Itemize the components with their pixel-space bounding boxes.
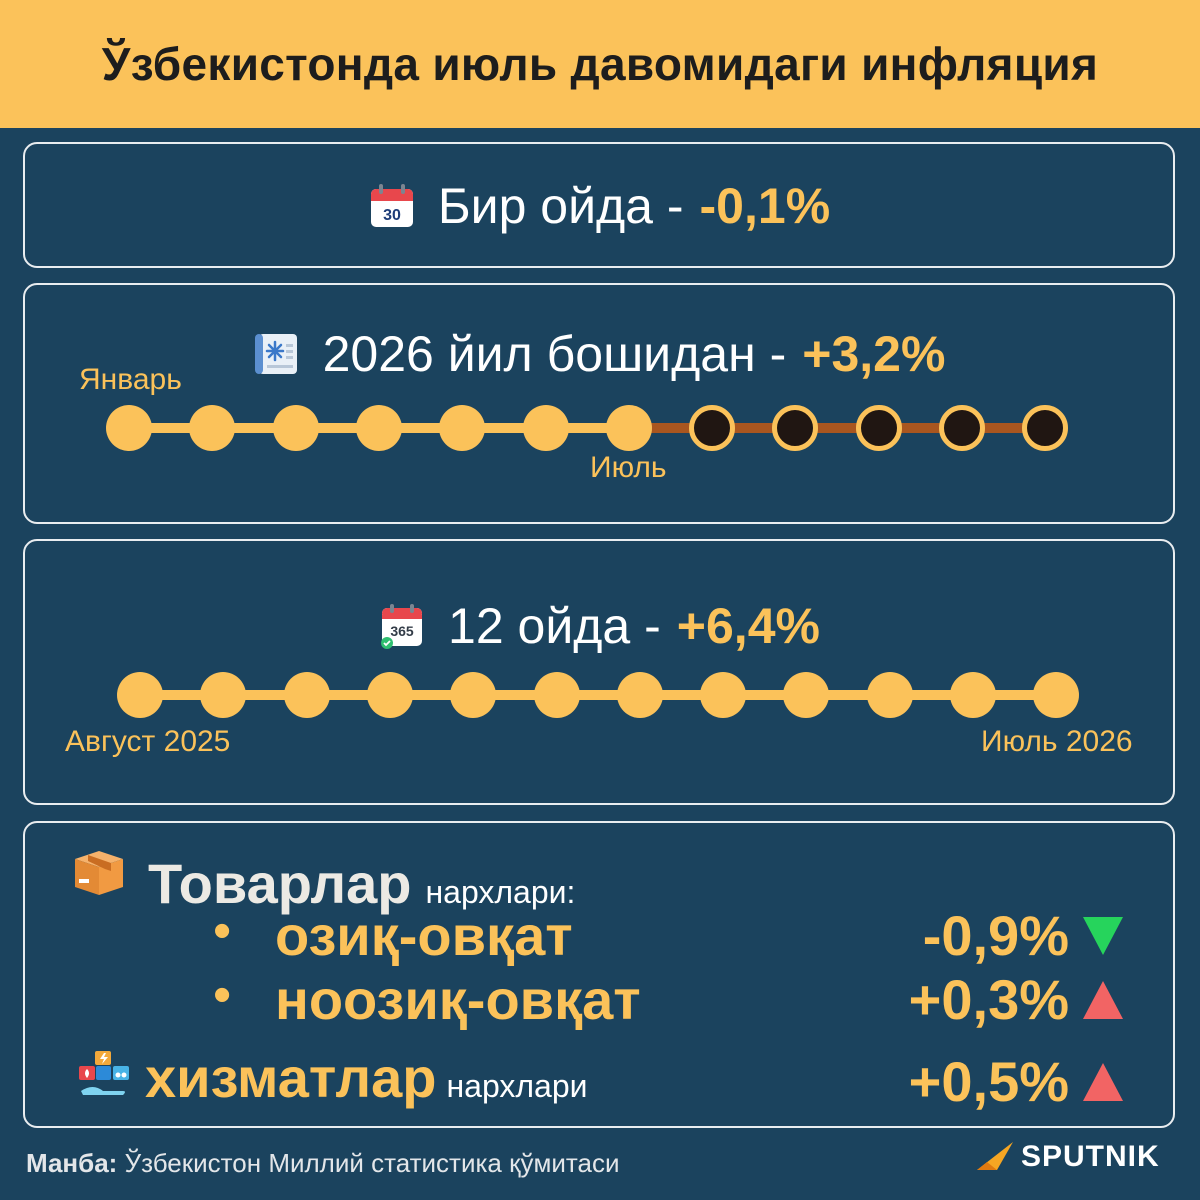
yoy-track-segment — [889, 690, 973, 700]
yoy-month-dot — [783, 672, 830, 718]
annual-inflation-panel: 365 12 ойда - +6,4% Август 2025 Июль 202… — [23, 539, 1175, 805]
ytd-month-dot — [522, 405, 569, 451]
yoy-month-dot — [616, 672, 663, 718]
monthly-inflation-label: Бир ойда - — [437, 178, 684, 234]
calendar-snowflake-icon — [254, 334, 297, 374]
ytd-month-dot — [272, 405, 319, 451]
services-row: +0,5% — [25, 1045, 1173, 1115]
ytd-track-segment — [962, 423, 1046, 433]
source-footer: Манба: Ўзбекистон Миллий статистика қўми… — [26, 1148, 620, 1179]
yoy-month-dot — [950, 672, 996, 718]
ytd-month-dot — [189, 405, 236, 451]
goods-heading: Товарлар нархлари: — [148, 851, 575, 916]
yoy-month-dot — [117, 672, 163, 718]
triangle-up-icon — [1083, 981, 1123, 1019]
ytd-month-dot — [439, 405, 486, 451]
yoy-track-segment — [639, 690, 724, 700]
services-heading: хизматлар нархлари — [145, 1045, 588, 1110]
box-icon — [75, 851, 123, 895]
ytd-track-segment — [212, 423, 296, 433]
ytd-track-segment — [878, 423, 962, 433]
svg-text:30: 30 — [383, 207, 401, 224]
goods-item-name: озиқ-овқат — [275, 904, 573, 967]
ytd-track-segment — [545, 423, 629, 433]
ytd-inflation-line: 2026 йил бошидан - +3,2% — [25, 325, 1173, 383]
goods-suffix: нархлари: — [425, 874, 576, 910]
yoy-track-segment — [223, 690, 307, 700]
ytd-track-segment — [295, 423, 379, 433]
services-title: хизматлар — [145, 1046, 437, 1109]
yoy-month-dot — [450, 672, 497, 718]
brand-name: SPUTNIK — [1021, 1140, 1160, 1173]
annual-inflation-line: 365 12 ойда - +6,4% — [25, 597, 1173, 655]
sputnik-logo: SPUTNIK — [975, 1140, 1160, 1174]
yoy-month-dot — [283, 672, 330, 718]
services-value: +0,5% — [908, 1050, 1069, 1113]
yoy-track-segment — [473, 690, 557, 700]
source-text: Ўзбекистон Миллий статистика қўмитаси — [124, 1148, 620, 1178]
ytd-track-segment — [129, 423, 213, 433]
ytd-inflation-value: +3,2% — [802, 326, 946, 382]
yoy-track-segment — [389, 690, 474, 700]
goods-row-nonfood: • ноозиқ-овқат +0,3% — [25, 963, 1173, 1033]
yoy-track-segment — [723, 690, 807, 700]
goods-title: Товарлар — [148, 852, 412, 915]
yoy-end-label: Июль 2026 — [981, 725, 1133, 758]
yoy-track-segment — [556, 690, 640, 700]
yoy-track-segment — [973, 690, 1057, 700]
yoy-start-label: Август 2025 — [65, 725, 231, 758]
yoy-month-dot — [366, 672, 413, 718]
sputnik-logo-icon — [977, 1142, 1013, 1170]
ytd-track-segment — [378, 423, 463, 433]
ytd-track-segment — [628, 423, 713, 433]
price-breakdown-panel: Товарлар нархлари: • озиқ-овқат -0,9% • … — [23, 821, 1175, 1128]
yoy-month-dot — [700, 672, 747, 718]
ytd-track-segment — [712, 423, 796, 433]
ytd-month-dot — [106, 405, 152, 451]
yoy-month-dot — [533, 672, 580, 718]
yoy-month-dot — [200, 672, 247, 718]
bullet: • — [213, 902, 232, 960]
calendar-30-icon: 30 — [370, 184, 413, 227]
ytd-month-dot — [939, 405, 985, 451]
monthly-inflation-panel: 30 Бир ойда - -0,1% — [23, 142, 1175, 268]
triangle-down-icon — [1083, 917, 1123, 955]
services-suffix: нархлари — [446, 1068, 588, 1104]
ytd-inflation-label: 2026 йил бошидан - — [322, 326, 787, 382]
ytd-month-dot — [355, 405, 402, 451]
goods-row-food: • озиқ-овқат -0,9% — [25, 899, 1173, 969]
yoy-track-segment — [306, 690, 390, 700]
source-label: Манба: — [26, 1148, 118, 1178]
goods-item-value: -0,9% — [922, 904, 1069, 967]
ytd-track-segment — [462, 423, 546, 433]
goods-item-name: ноозиқ-овқат — [275, 968, 641, 1031]
ytd-month-dot — [605, 405, 652, 451]
bullet: • — [213, 966, 232, 1024]
ytd-month-dot — [1022, 405, 1069, 451]
annual-inflation-label: 12 ойда - — [448, 598, 661, 654]
annual-inflation-value: +6,4% — [676, 598, 820, 654]
ytd-track-segment — [795, 423, 879, 433]
yoy-track-segment — [140, 690, 224, 700]
svg-text:365: 365 — [390, 623, 414, 639]
goods-item-value: +0,3% — [908, 968, 1069, 1031]
yoy-month-dot — [1033, 672, 1080, 718]
calendar-365-icon: 365 — [381, 604, 423, 649]
ytd-inflation-panel: 2026 йил бошидан - +3,2% Январь Июль — [23, 283, 1175, 524]
monthly-inflation-line: 30 Бир ойда - -0,1% — [25, 177, 1173, 235]
ytd-end-label: Июль — [590, 451, 667, 484]
header-banner: Ўзбекистонда июль давомидаги инфляция — [0, 0, 1200, 128]
ytd-month-dot — [772, 405, 819, 451]
ytd-month-dot — [689, 405, 736, 451]
yoy-track-segment — [806, 690, 890, 700]
yoy-month-dot — [866, 672, 913, 718]
ytd-start-label: Январь — [79, 363, 182, 396]
triangle-up-icon — [1083, 1063, 1123, 1101]
page-title: Ўзбекистонда июль давомидаги инфляция — [101, 38, 1099, 90]
services-icon — [79, 1051, 129, 1095]
ytd-month-dot — [855, 405, 902, 451]
monthly-inflation-value: -0,1% — [699, 178, 831, 234]
